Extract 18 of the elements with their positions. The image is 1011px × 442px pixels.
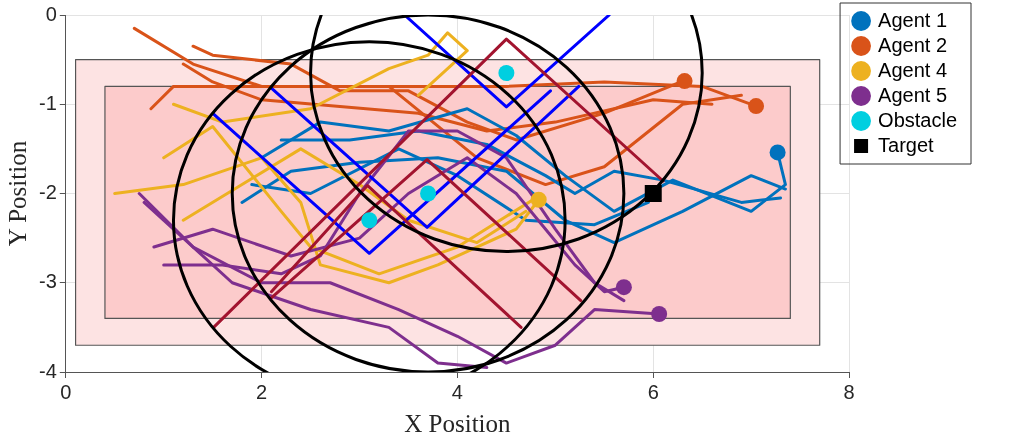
y-tick-label: -3	[38, 270, 57, 293]
x-tick-label: 4	[451, 380, 463, 403]
y-tick-label: -2	[38, 181, 57, 204]
x-tick-label: 8	[843, 380, 855, 403]
y-axis-title: Y Position	[3, 140, 31, 247]
legend-label: Agent 4	[878, 58, 948, 81]
legend-label: Agent 2	[878, 33, 948, 56]
x-tick-label: 0	[60, 380, 72, 403]
legend-label: Obstacle	[878, 108, 958, 131]
legend-label: Agent 5	[878, 83, 948, 106]
y-tick-label: -1	[38, 91, 57, 114]
legend-label: Target	[878, 133, 935, 156]
y-tick-label: -4	[38, 359, 57, 382]
x-axis-title: X Position	[404, 409, 512, 437]
x-tick-label: 2	[256, 380, 268, 403]
legend-label: Agent 1	[878, 8, 948, 31]
y-tick-label: 0	[45, 2, 57, 25]
x-tick-label: 6	[647, 380, 659, 403]
